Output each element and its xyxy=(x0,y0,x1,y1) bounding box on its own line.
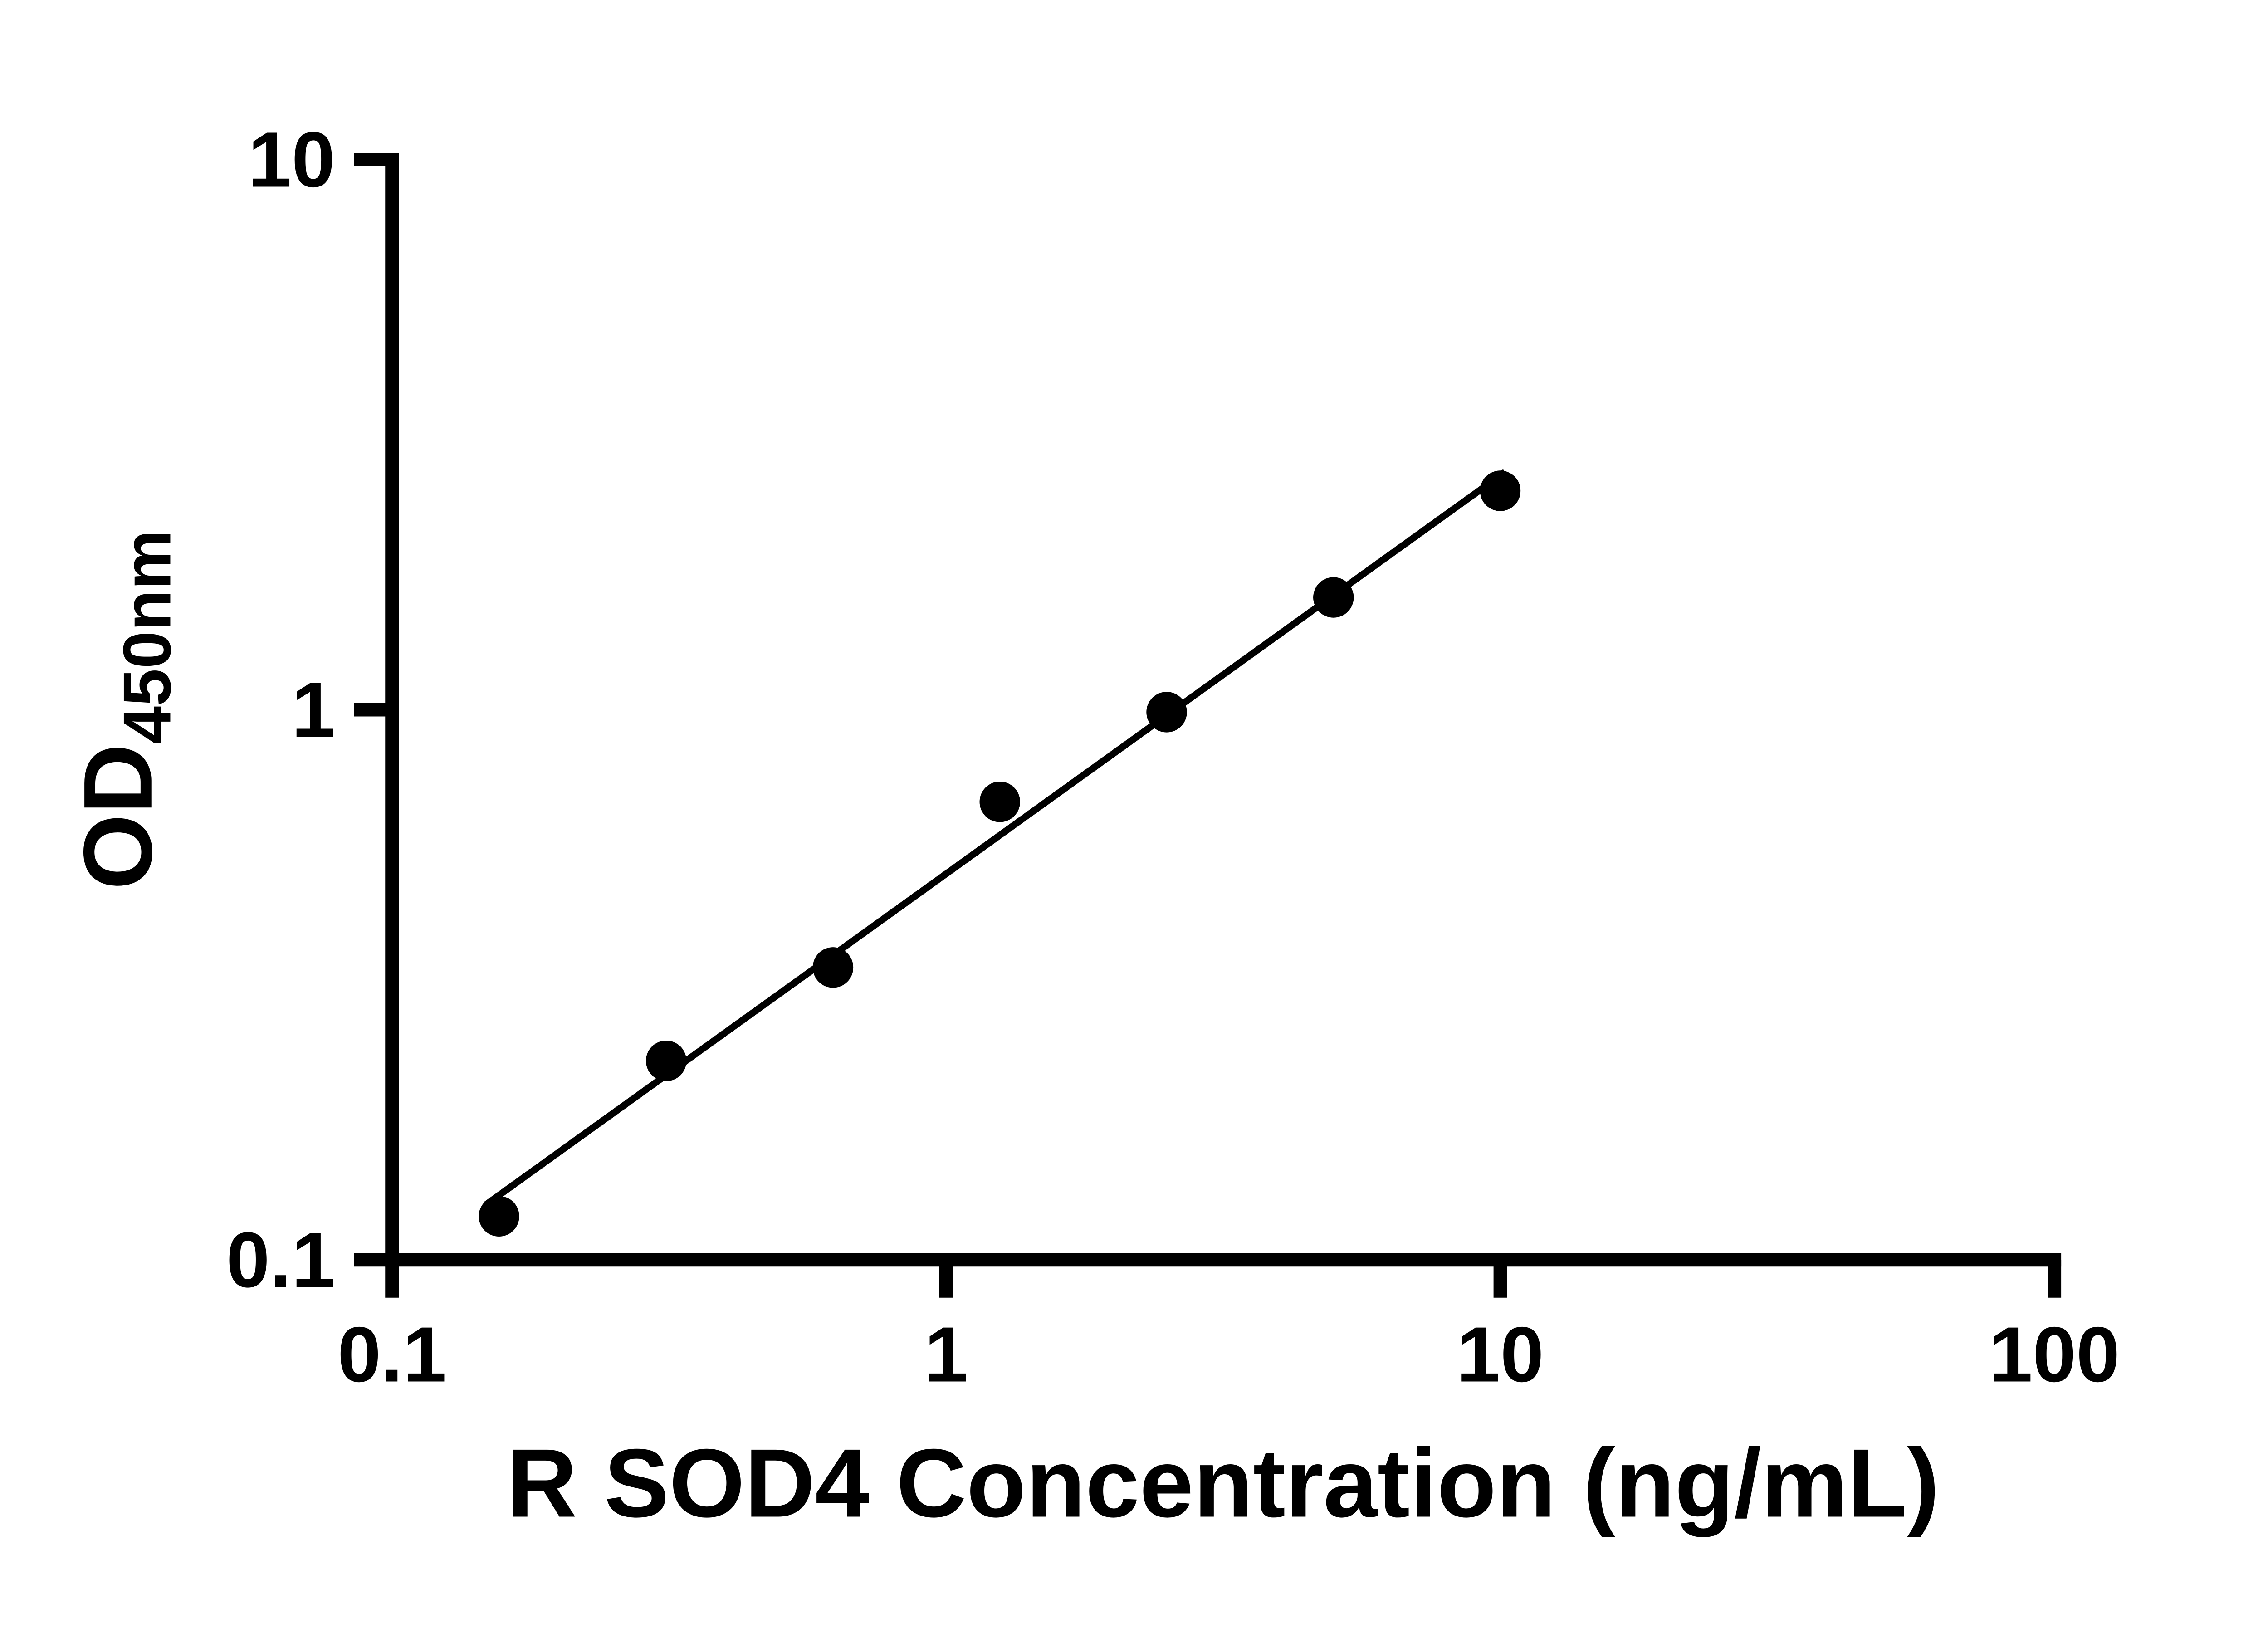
y-tick-label: 1 xyxy=(292,666,335,753)
y-axis-title-subscript: 450nm xyxy=(109,530,185,744)
data-point xyxy=(479,1196,519,1237)
y-axis-title-main: OD xyxy=(64,744,172,890)
x-tick-label: 1 xyxy=(924,1311,968,1398)
data-point xyxy=(645,1040,687,1081)
data-point xyxy=(1480,470,1521,511)
y-tick-label: 10 xyxy=(248,116,335,203)
data-point xyxy=(1146,692,1187,733)
x-tick-label: 100 xyxy=(1989,1311,2120,1398)
data-point xyxy=(812,947,854,988)
data-point xyxy=(1313,577,1354,618)
x-tick-label: 0.1 xyxy=(337,1311,446,1398)
trend-line xyxy=(484,469,1507,1208)
y-axis-title: OD450nm xyxy=(64,530,185,890)
x-axis-title: R SOD4 Concentration (ng/mL) xyxy=(507,1429,1939,1538)
plot-area: 0.1 1 10 100 0.1 1 10 xyxy=(226,116,2120,1398)
x-tick-label: 10 xyxy=(1457,1311,1544,1398)
y-tick-label: 0.1 xyxy=(226,1216,335,1304)
data-point xyxy=(979,782,1020,822)
